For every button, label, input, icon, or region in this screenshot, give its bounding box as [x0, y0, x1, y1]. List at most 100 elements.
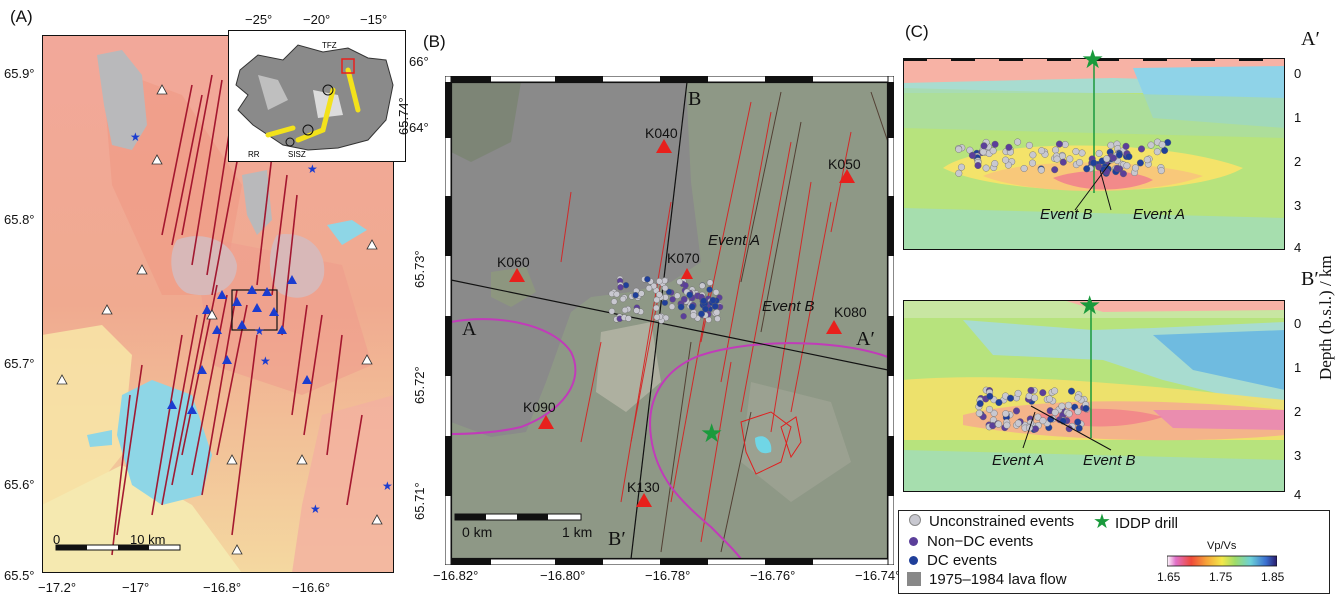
colorbar-tick-1: 1.65 — [1157, 570, 1181, 584]
event-marker — [1131, 164, 1139, 172]
svg-text:★: ★ — [254, 324, 265, 338]
station-k040: K040 — [645, 125, 678, 141]
event-marker — [1037, 166, 1045, 174]
event-marker — [1039, 389, 1047, 397]
station-k080: K080 — [834, 304, 867, 320]
station-k050: K050 — [828, 156, 861, 172]
panel-a-scalebar-end: 10 km — [130, 532, 166, 547]
event-marker — [1025, 141, 1033, 149]
panel-a-scalebar-start: 0 — [53, 532, 61, 547]
panel-c-top-end-label: A′ — [1301, 28, 1320, 50]
event-marker — [690, 312, 697, 319]
event-marker — [668, 303, 676, 310]
event-marker — [1058, 402, 1066, 410]
panel-c-bottom-event-a: Event A — [992, 452, 1044, 469]
panel-a-label: (A) — [10, 7, 33, 26]
panel-c-top-event-b: Event B — [1040, 206, 1093, 223]
colorbar-title: Vp/Vs — [1207, 540, 1237, 552]
event-marker — [1074, 394, 1082, 402]
panel-a-lat-tick-2: 65.8° — [4, 212, 35, 227]
event-marker — [680, 295, 688, 303]
event-marker — [621, 306, 629, 314]
panel-c-top-depth-3: 3 — [1294, 198, 1302, 213]
legend-lava-swatch — [907, 572, 921, 586]
event-marker — [1045, 395, 1053, 403]
panel-c-top-section — [903, 58, 1285, 250]
inset-label-sisz: SISZ — [288, 150, 306, 159]
event-marker — [632, 291, 639, 299]
panel-c-ylabel: Depth (b.s.l.) / km — [1316, 255, 1335, 380]
event-marker — [669, 296, 676, 303]
panel-c-bottom-drill-star: ★ — [1078, 290, 1102, 320]
station-k070: K070 — [667, 250, 700, 266]
inset-lon-tick-1: −25° — [245, 12, 273, 27]
event-marker — [1065, 401, 1073, 409]
event-marker — [1038, 147, 1046, 155]
svg-text:★: ★ — [307, 162, 318, 176]
panel-b-lat-tick-2: 65.73° — [412, 250, 427, 288]
event-marker — [989, 147, 997, 155]
event-marker — [1052, 146, 1060, 154]
event-marker — [979, 148, 987, 156]
panel-b-lat-tick-4: 65.71° — [412, 482, 427, 520]
event-marker — [653, 304, 660, 312]
event-marker — [1014, 389, 1022, 397]
event-marker — [698, 310, 705, 318]
event-marker — [974, 161, 982, 169]
event-marker — [1115, 151, 1123, 159]
svg-text:★: ★ — [260, 354, 271, 368]
event-marker — [1090, 159, 1098, 167]
event-marker — [991, 160, 999, 168]
legend-lava-label: 1975–1984 lava flow — [929, 571, 1067, 588]
event-marker — [1076, 158, 1084, 166]
event-marker — [712, 289, 720, 296]
event-marker — [700, 297, 708, 305]
panel-b-lat-tick-3: 65.72° — [412, 366, 427, 404]
event-marker — [625, 315, 632, 322]
panel-c-top-depth-4: 4 — [1294, 240, 1302, 255]
event-marker — [706, 286, 713, 293]
event-marker — [1157, 167, 1165, 175]
panel-b-label: (B) — [423, 32, 446, 51]
event-marker — [1123, 162, 1131, 170]
panel-b-lat-tick-1: 65.74° — [396, 97, 411, 135]
event-marker — [613, 290, 620, 298]
panel-b-map: ★ — [451, 82, 888, 559]
panel-c-bottom-end-label: B′ — [1301, 268, 1319, 290]
event-marker — [1136, 159, 1144, 167]
event-marker — [955, 169, 963, 177]
legend-drill-star-icon: ★ — [1093, 511, 1111, 533]
legend-drill-label: IDDP drill — [1114, 515, 1179, 532]
panel-b-lon-tick-5: −16.74° — [855, 568, 901, 583]
event-marker — [1137, 145, 1145, 153]
panel-b-lon-tick-1: −16.82° — [433, 568, 479, 583]
event-marker — [638, 290, 645, 297]
panel-b-event-b: Event B — [762, 298, 815, 315]
legend-nondc-label: Non−DC events — [927, 533, 1034, 550]
event-marker — [711, 302, 719, 310]
event-marker — [1051, 166, 1059, 174]
event-marker — [1065, 410, 1073, 418]
event-marker — [702, 305, 709, 313]
event-marker — [680, 313, 687, 320]
event-marker — [994, 420, 1002, 428]
legend-dc-marker — [909, 556, 918, 565]
panel-a-lon-tick-3: −16.8° — [203, 580, 242, 595]
event-marker — [677, 303, 685, 311]
event-marker — [676, 278, 683, 286]
event-marker — [1083, 165, 1091, 173]
event-marker — [991, 140, 999, 148]
panel-a-lat-tick-5: 65.5° — [4, 568, 35, 583]
event-marker — [1066, 155, 1074, 163]
panel-a-lon-tick-4: −16.6° — [292, 580, 331, 595]
panel-c-bottom-depth-2: 2 — [1294, 404, 1302, 419]
event-marker — [1031, 425, 1039, 433]
event-marker — [661, 284, 669, 292]
inset-lat-tick-1: 66° — [409, 54, 429, 69]
panel-c-bottom-section — [903, 300, 1285, 492]
panel-a-inset-map: TFZ SISZ RR — [228, 30, 406, 162]
event-marker — [995, 398, 1003, 406]
event-marker — [1039, 417, 1047, 425]
event-marker — [1147, 141, 1155, 149]
event-marker — [682, 282, 689, 289]
